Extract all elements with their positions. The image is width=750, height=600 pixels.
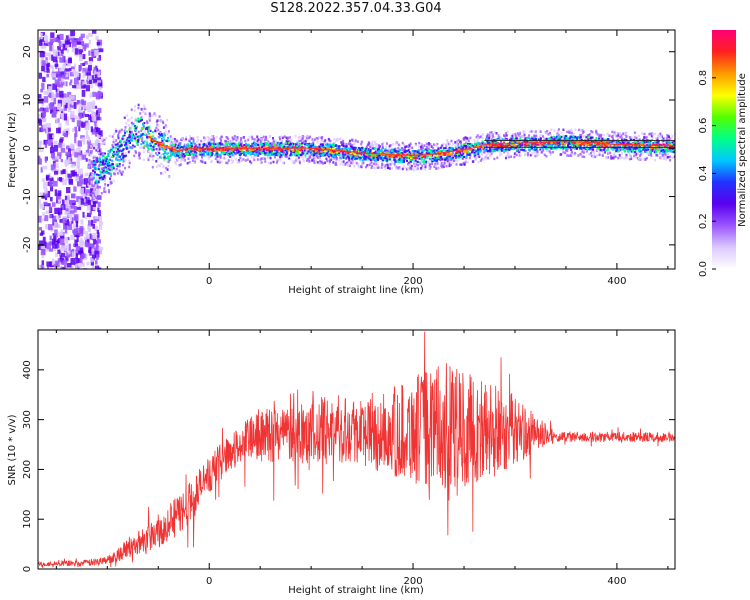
x-tick-label: 400 bbox=[607, 576, 626, 587]
y-tick-label: 0 bbox=[22, 145, 33, 151]
x-tick-label: 0 bbox=[206, 276, 212, 287]
snr-y-axis-label: SNR (10 * v/v) bbox=[7, 414, 18, 485]
y-tick-label: 200 bbox=[22, 460, 33, 479]
x-tick-label: 200 bbox=[404, 576, 423, 587]
colorbar-ticks: 0.0 0.2 0.4 0.6 0.8 bbox=[698, 70, 716, 277]
snr-x-axis-label: Height of straight line (km) bbox=[288, 585, 424, 596]
spectrogram-heatmap bbox=[38, 30, 675, 269]
y-tick-label: -20 bbox=[22, 237, 33, 253]
y-tick-label: 300 bbox=[22, 410, 33, 429]
y-tick-label: 0 bbox=[22, 566, 33, 572]
colorbar: 0.0 0.2 0.4 0.6 0.8 Normalized spectral ampl… bbox=[698, 30, 748, 277]
y-tick-label: 10 bbox=[22, 94, 33, 107]
snr-panel: 0 200 400 0 100 200 300 400 Height of straight … bbox=[7, 329, 676, 596]
x-tick-label: 0 bbox=[206, 576, 212, 587]
spectrogram-x-axis-label: Height of straight line (km) bbox=[288, 285, 424, 296]
x-tick-label: 200 bbox=[404, 276, 423, 287]
snr-series-line bbox=[38, 331, 675, 568]
colorbar-tick-label: 0.2 bbox=[698, 213, 709, 229]
spectrogram-panel: 0 200 400 -20 -10 0 10 20 Height of straight li… bbox=[7, 29, 676, 296]
snr-frame bbox=[37, 329, 676, 570]
x-tick-label: 400 bbox=[607, 276, 626, 287]
spectrogram-ticks: 0 200 400 -20 -10 0 10 20 bbox=[22, 30, 675, 287]
colorbar-tick-label: 0.8 bbox=[698, 70, 709, 86]
colorbar-label: Normalized spectral amplitude bbox=[737, 73, 748, 227]
snr-ticks: 0 200 400 0 100 200 300 400 bbox=[22, 330, 675, 587]
y-tick-label: 20 bbox=[22, 45, 33, 58]
spectrogram-frame bbox=[37, 29, 676, 270]
spectrogram-y-axis-label: Frequency (Hz) bbox=[7, 112, 18, 188]
y-tick-label: -10 bbox=[22, 188, 33, 204]
colorbar-tick-label: 0.4 bbox=[698, 165, 709, 181]
y-tick-label: 400 bbox=[22, 360, 33, 379]
colorbar-ramp bbox=[712, 30, 736, 269]
colorbar-tick-label: 0.6 bbox=[698, 118, 709, 134]
page-title: S128.2022.357.04.33.G04 bbox=[270, 1, 442, 16]
colorbar-tick-label: 0.0 bbox=[698, 261, 709, 277]
spectrogram-ridge-line bbox=[147, 135, 675, 157]
y-tick-label: 100 bbox=[22, 510, 33, 529]
